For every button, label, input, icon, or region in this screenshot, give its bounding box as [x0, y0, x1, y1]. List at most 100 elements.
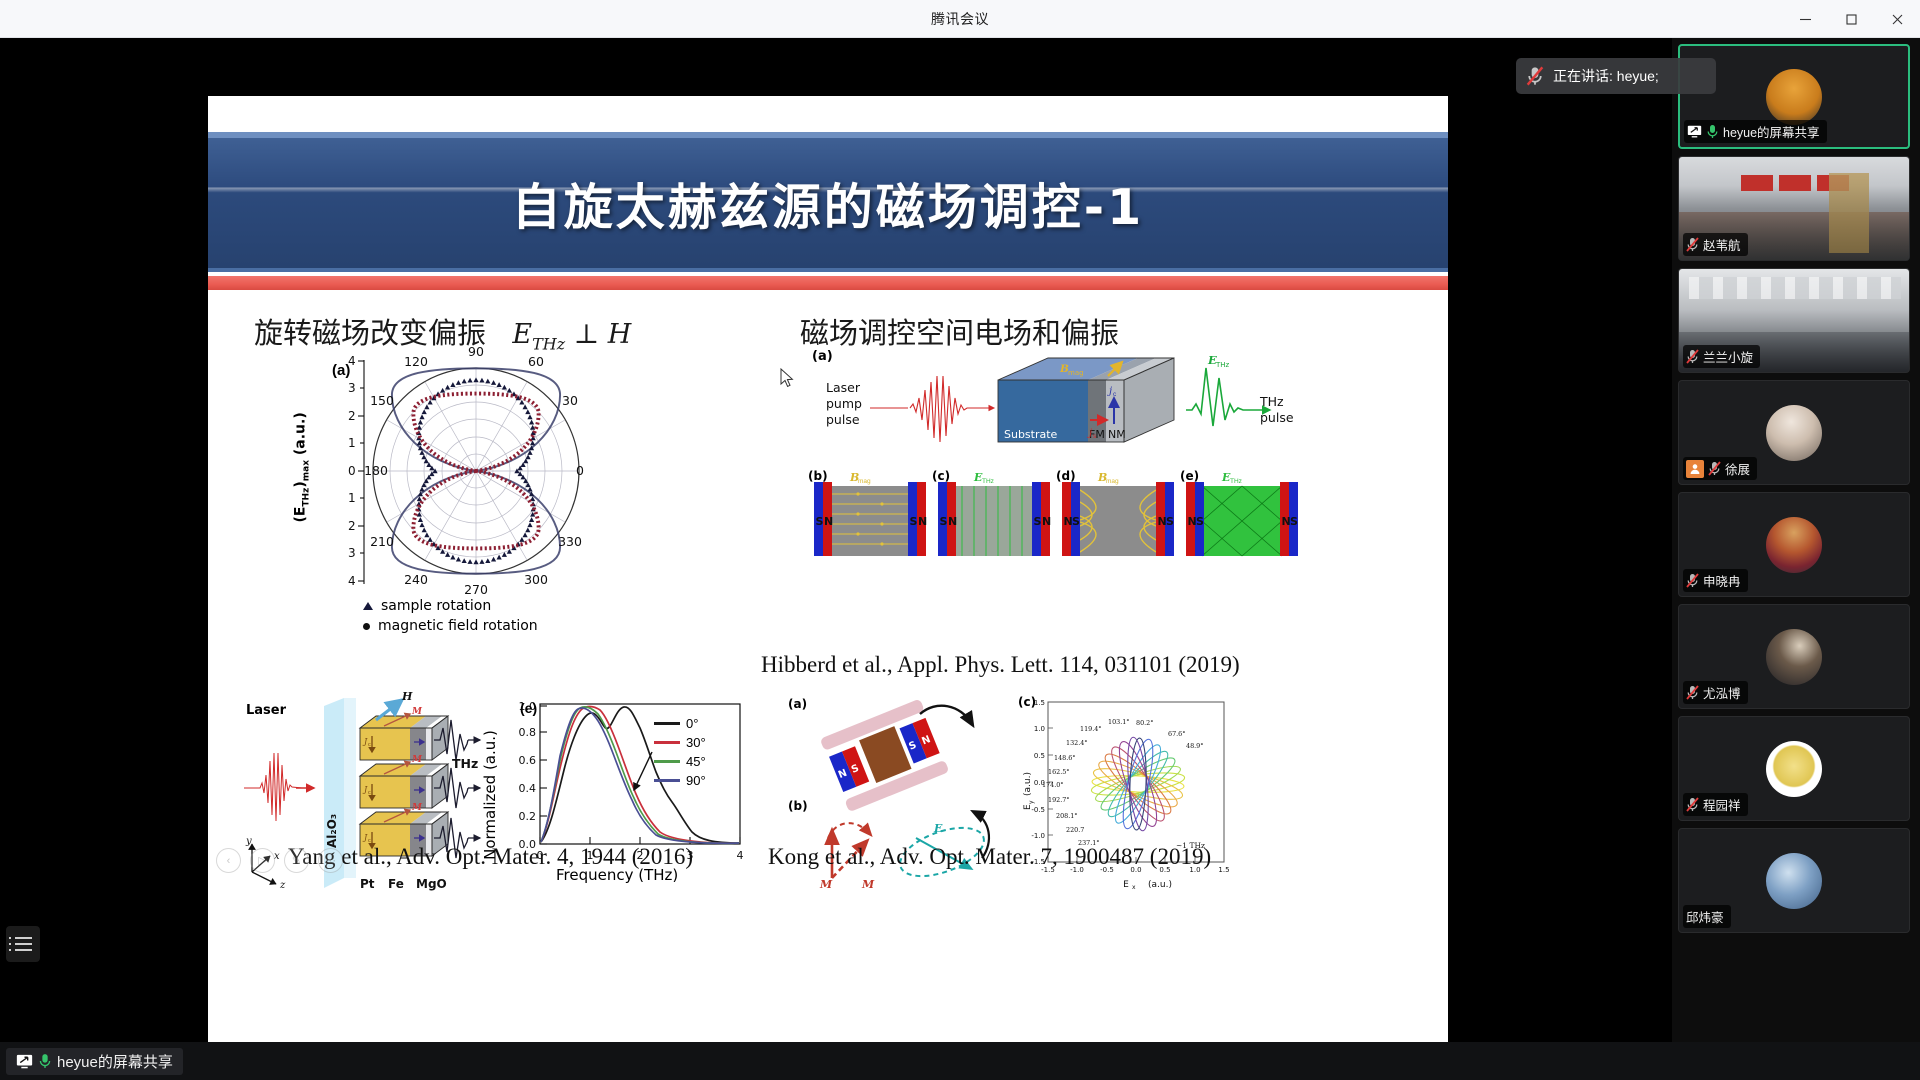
- mic-muted-icon: [1526, 66, 1544, 86]
- participant-tile-4[interactable]: 申晓冉: [1678, 492, 1910, 597]
- svg-text:THz: THz: [1259, 394, 1284, 409]
- participant-name-bar: 兰兰小旋: [1683, 345, 1761, 368]
- svg-text:103.1°: 103.1°: [1108, 718, 1130, 726]
- pen-icon[interactable]: ✎: [284, 848, 309, 873]
- participant-name-bar: 徐展: [1683, 457, 1758, 480]
- participant-tile-3[interactable]: 徐展: [1678, 380, 1910, 485]
- page-title: 自旋太赫兹源的磁场调控-1: [511, 178, 1145, 236]
- polar-panel-label: (a): [332, 362, 351, 379]
- participant-tile-6[interactable]: 程园祥: [1678, 716, 1910, 821]
- svg-text:j: j: [1087, 428, 1092, 439]
- screen-share-chip[interactable]: heyue的屏幕共享: [6, 1047, 183, 1075]
- participant-name-bar: 程园祥: [1683, 793, 1748, 816]
- mic-icon: [39, 1054, 51, 1068]
- svg-text:330: 330: [558, 534, 582, 549]
- legend-item-field-rotation: magnetic field rotation: [363, 616, 538, 636]
- svg-text:mag: mag: [1068, 369, 1084, 377]
- title-bar: 腾讯会议: [0, 0, 1920, 38]
- participant-tile-2[interactable]: 兰兰小旋: [1678, 268, 1910, 373]
- polar-y-axis-label: (ETHz)max (a.u.): [292, 412, 312, 523]
- ppt-playback-toolbar[interactable]: ‹ ▷ ✎ ⋯: [216, 848, 343, 873]
- svg-text:0.2: 0.2: [519, 810, 537, 823]
- svg-text:THz: THz: [982, 478, 994, 485]
- citation-yang: Yang et al., Adv. Opt. Mater. 4, 1944 (2…: [288, 844, 694, 869]
- svg-text:210: 210: [370, 534, 394, 549]
- svg-text:0: 0: [576, 463, 584, 478]
- minimize-button[interactable]: [1782, 0, 1828, 38]
- taskbar-chip-label: heyue的屏幕共享: [57, 1053, 173, 1071]
- svg-text:pulse: pulse: [826, 412, 860, 427]
- speaking-toast: 正在讲话: heyue;: [1516, 58, 1716, 94]
- host-badge: [1686, 459, 1704, 478]
- close-button[interactable]: [1874, 0, 1920, 38]
- svg-text:-0.5: -0.5: [1100, 866, 1114, 874]
- svg-text:Substrate: Substrate: [1004, 428, 1058, 441]
- mic-muted-icon: [1686, 797, 1699, 812]
- svg-text:c: c: [1113, 391, 1117, 398]
- svg-text:1: 1: [587, 849, 594, 862]
- mouse-cursor: [780, 368, 794, 388]
- svg-text:mag: mag: [858, 478, 871, 485]
- svg-text:NM: NM: [1108, 428, 1126, 441]
- legend-item-90deg: 90°: [654, 771, 706, 790]
- more-options-icon[interactable]: ⋯: [318, 848, 343, 873]
- svg-text:4: 4: [348, 354, 356, 368]
- svg-text:192.7°: 192.7°: [1048, 796, 1070, 804]
- title-underline-rule: [208, 276, 1448, 290]
- stack-diagram-svg: Laser y x z: [244, 690, 482, 891]
- svg-text:H: H: [401, 692, 413, 703]
- avatar: [1766, 628, 1822, 685]
- legend-item-sample-rotation: sample rotation: [363, 596, 538, 616]
- svg-text:c: c: [368, 742, 371, 748]
- svg-text:119.4°: 119.4°: [1080, 725, 1102, 733]
- svg-text:-1.0: -1.0: [1070, 866, 1084, 874]
- chart-polar-plot: (ETHz)max (a.u.) (a) 4 3 2 1 0 1 2 3 4: [293, 344, 598, 634]
- svg-text:1: 1: [348, 436, 356, 450]
- polar-plot-svg: 4 3 2 1 0 1 2 3 4: [348, 344, 584, 597]
- svg-text:0.8: 0.8: [519, 726, 537, 739]
- citation-kong: Kong et al., Adv. Opt. Mater. 7, 1900487…: [768, 844, 1212, 869]
- maximize-button[interactable]: [1828, 0, 1874, 38]
- svg-text:1.0: 1.0: [1189, 866, 1200, 874]
- svg-text:B: B: [849, 471, 859, 484]
- play-slide-icon[interactable]: ▷: [250, 848, 275, 873]
- svg-text:Fe: Fe: [388, 877, 404, 891]
- participant-tile-7[interactable]: 邱炜豪: [1678, 828, 1910, 933]
- svg-text:z: z: [279, 880, 286, 891]
- participant-name: 兰兰小旋: [1703, 351, 1754, 365]
- svg-text:N: N: [920, 734, 932, 747]
- svg-text:0.5: 0.5: [1034, 752, 1045, 760]
- svg-text:1.0: 1.0: [519, 700, 537, 713]
- section-heading-left: 旋转磁场改变偏振 ETHz ⊥ H: [254, 316, 632, 354]
- svg-text:1.5: 1.5: [1034, 699, 1045, 707]
- kong-panel-b-label: (b): [788, 799, 808, 813]
- svg-text:c: c: [368, 790, 371, 796]
- prev-slide-icon[interactable]: ‹: [216, 848, 241, 873]
- svg-text:E: E: [1023, 804, 1033, 810]
- svg-text:240: 240: [404, 572, 428, 587]
- svg-text:-1.5: -1.5: [1041, 866, 1055, 874]
- participants-rail[interactable]: heyue的屏幕共享 赵苇航: [1672, 38, 1920, 1080]
- chart-thz-spectra: Normalized (a.u.) Frequency (THz) (e) 0.…: [481, 698, 754, 884]
- participant-tile-1[interactable]: 赵苇航: [1678, 156, 1910, 261]
- svg-text:(c): (c): [932, 469, 950, 483]
- svg-text:48.9°: 48.9°: [1186, 742, 1203, 750]
- svg-text:150: 150: [370, 393, 394, 408]
- svg-text:220.7: 220.7: [1066, 826, 1084, 834]
- svg-text:E: E: [933, 822, 943, 835]
- svg-text:Pt: Pt: [360, 877, 375, 891]
- svg-text:(e): (e): [1180, 469, 1199, 483]
- svg-text:1.0: 1.0: [1034, 725, 1045, 733]
- svg-text:THz: THz: [1230, 478, 1242, 485]
- participant-tile-5[interactable]: 尤泓博: [1678, 604, 1910, 709]
- device-panel-label: (a): [812, 349, 833, 364]
- svg-text:3: 3: [348, 546, 356, 560]
- participant-tile-screen-share[interactable]: heyue的屏幕共享: [1678, 44, 1910, 149]
- svg-text:(a.u.): (a.u.): [1148, 880, 1172, 890]
- svg-text:Al₂O₃: Al₂O₃: [325, 814, 339, 848]
- svg-text:(d): (d): [1056, 469, 1076, 483]
- legend-swatch: [654, 722, 680, 725]
- kong-panel-c-label: (c): [1018, 695, 1036, 709]
- list-menu-icon[interactable]: [6, 926, 40, 962]
- svg-text:0: 0: [348, 464, 356, 478]
